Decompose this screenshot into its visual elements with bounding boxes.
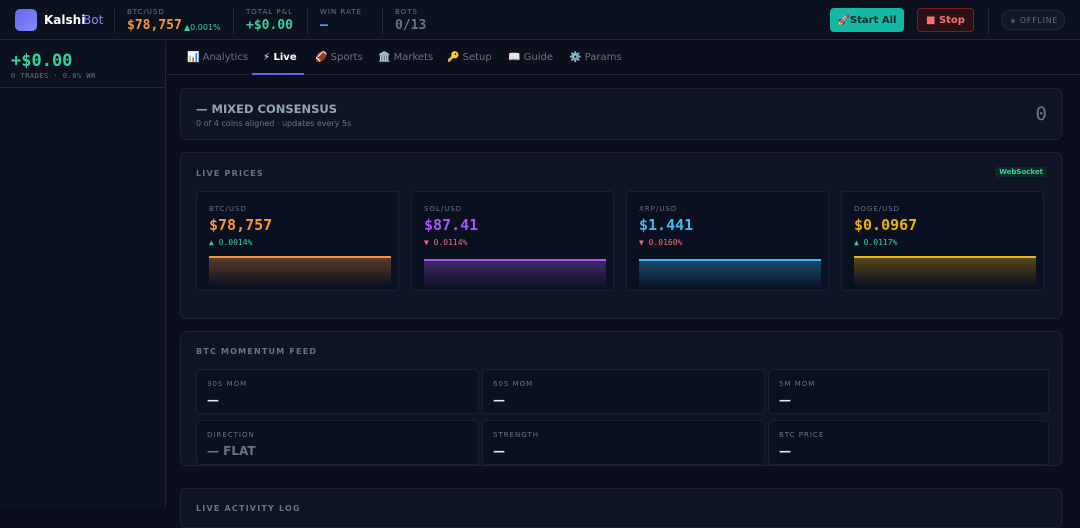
momentum-cell: 30S MOM — bbox=[196, 369, 479, 414]
coin-change: ▼ 0.0160% bbox=[639, 238, 683, 247]
coin-pair: SOL/USD bbox=[424, 205, 463, 213]
coin-price: $0.0967 bbox=[854, 216, 918, 234]
momentum-cell: 5M MOM — bbox=[768, 369, 1049, 414]
active-tab-underline bbox=[252, 73, 304, 75]
sidebar-summary: 0 TRADES · 0.0% WR bbox=[11, 72, 96, 80]
coin-pair: XRP/USD bbox=[639, 205, 678, 213]
websocket-badge: WebSocket bbox=[995, 167, 1047, 177]
stat-label: TOTAL P&L bbox=[246, 8, 294, 16]
consensus-subtitle: 0 of 4 coins aligned · updates every 5s bbox=[196, 119, 352, 128]
status: OFFLINE bbox=[1020, 16, 1059, 25]
cell-label: BTC PRICE bbox=[779, 431, 825, 439]
cell-value: — bbox=[779, 444, 791, 458]
sparkline bbox=[639, 259, 821, 289]
cell-label: 30S MOM bbox=[207, 380, 248, 388]
consensus-panel: — MIXED CONSENSUS 0 of 4 coins aligned ·… bbox=[180, 88, 1062, 140]
momentum-cell: STRENGTH — bbox=[482, 420, 765, 465]
logo bbox=[15, 9, 37, 31]
cell-label: STRENGTH bbox=[493, 431, 539, 439]
divider bbox=[382, 8, 383, 34]
tab[interactable]: 🏛️ Markets bbox=[378, 52, 434, 63]
divider bbox=[0, 87, 165, 88]
stat-value: — bbox=[320, 18, 328, 33]
live-prices-panel: LIVE PRICES WebSocket BTC/USD $78,757 ▲ 0.… bbox=[180, 152, 1062, 319]
start-all-button[interactable]: 🚀Start All bbox=[830, 8, 904, 32]
cell-label: DIRECTION bbox=[207, 431, 255, 439]
tabs-border bbox=[167, 74, 1080, 75]
tab[interactable]: 📖 Guide bbox=[508, 52, 553, 63]
coin-change: ▲ 0.0014% bbox=[209, 238, 253, 247]
consensus-title: — MIXED CONSENSUS bbox=[196, 102, 338, 116]
cell-value: — bbox=[207, 393, 219, 407]
cell-value: — bbox=[493, 444, 505, 458]
stat-value: 0/13 bbox=[395, 18, 427, 33]
stat-label: BTC/USD bbox=[127, 8, 165, 16]
tab[interactable]: 🔑 Setup bbox=[447, 52, 492, 63]
divider bbox=[233, 8, 234, 34]
stat-value: $78,757 bbox=[127, 18, 182, 33]
coin-card: BTC/USD $78,757 ▲ 0.0014% bbox=[196, 191, 399, 291]
momentum-cell: BTC PRICE — bbox=[768, 420, 1049, 465]
tab[interactable]: 📊 Analytics bbox=[187, 52, 249, 63]
momentum-cell: 60S MOM — bbox=[482, 369, 765, 414]
tab[interactable]: ⚡ Live bbox=[263, 52, 297, 63]
cell-value: — FLAT bbox=[207, 444, 256, 458]
coin-change: ▲ 0.0117% bbox=[854, 238, 898, 247]
panel-title: BTC MOMENTUM FEED bbox=[196, 347, 318, 356]
divider bbox=[307, 8, 308, 34]
consensus-score: 0 bbox=[1035, 103, 1047, 125]
cell-label: 5M MOM bbox=[779, 380, 816, 388]
header: Kalshi Bot 🚀Start All ■ Stop OFFLINE BTC… bbox=[0, 0, 1080, 40]
cell-value: — bbox=[779, 393, 791, 407]
sidebar: +$0.00 0 TRADES · 0.0% WR bbox=[0, 41, 166, 508]
coin-price: $78,757 bbox=[209, 216, 273, 234]
tab[interactable]: 🏈 Sports bbox=[315, 52, 363, 63]
panel-title: LIVE PRICES bbox=[196, 169, 264, 178]
cell-value: — bbox=[493, 393, 505, 407]
stat-value: +$0.00 bbox=[246, 18, 293, 33]
activity-log-panel: LIVE ACTIVITY LOG bbox=[180, 488, 1062, 528]
stat-label: WIN RATE bbox=[320, 8, 362, 16]
coin-pair: DOGE/USD bbox=[854, 205, 901, 213]
brand-suffix: Bot bbox=[83, 13, 104, 27]
sparkline bbox=[424, 259, 606, 289]
divider bbox=[114, 8, 115, 34]
sparkline bbox=[854, 256, 1036, 286]
coin-card: DOGE/USD $0.0967 ▲ 0.0117% bbox=[841, 191, 1044, 291]
stop-button[interactable]: ■ Stop bbox=[917, 8, 974, 32]
coin-card: XRP/USD $1.441 ▼ 0.0160% bbox=[626, 191, 829, 291]
coin-price: $87.41 bbox=[424, 216, 479, 234]
tab[interactable]: ⚙️ Params bbox=[569, 52, 622, 63]
momentum-cell: DIRECTION — FLAT bbox=[196, 420, 479, 465]
momentum-panel: BTC MOMENTUM FEED 30S MOM —60S MOM —5M MOM… bbox=[180, 331, 1062, 466]
coin-price: $1.441 bbox=[639, 216, 694, 234]
stat-label: BOTS bbox=[395, 8, 418, 16]
coin-card: SOL/USD $87.41 ▼ 0.0114% bbox=[411, 191, 614, 291]
coin-change: ▼ 0.0114% bbox=[424, 238, 468, 247]
status-dot bbox=[1011, 19, 1015, 23]
panel-title: LIVE ACTIVITY LOG bbox=[196, 504, 301, 513]
coin-pair: BTC/USD bbox=[209, 205, 247, 213]
stat-change: ▲0.001% bbox=[184, 23, 221, 32]
sparkline bbox=[209, 256, 391, 286]
sidebar-pnl: +$0.00 bbox=[11, 51, 73, 71]
status-pill: OFFLINE bbox=[1001, 10, 1065, 30]
brand: Kalshi bbox=[44, 13, 86, 27]
cell-label: 60S MOM bbox=[493, 380, 534, 388]
divider bbox=[988, 8, 989, 34]
